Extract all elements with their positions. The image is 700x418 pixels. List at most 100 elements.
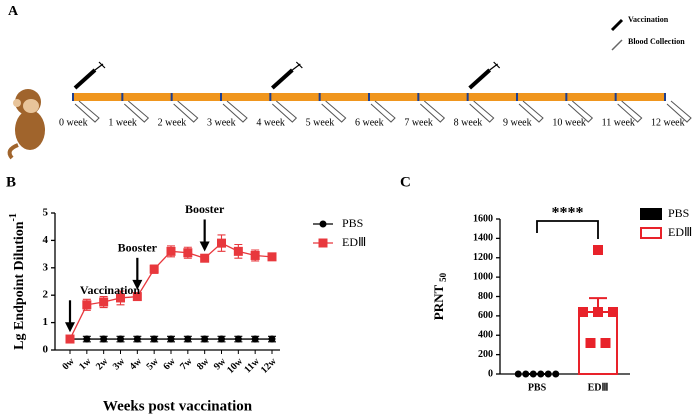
- blood-collection-icon: [222, 100, 248, 123]
- data-point: [117, 335, 124, 343]
- data-point: [593, 307, 603, 317]
- data-point: [133, 335, 141, 343]
- x-tick-label: 4w: [128, 355, 145, 372]
- data-point: [537, 370, 545, 378]
- blood-collection-icon: [469, 100, 495, 123]
- data-point: [250, 250, 260, 260]
- blood-collection-icon: [123, 100, 150, 123]
- data-point: [251, 335, 259, 343]
- x-tick-label: 6w: [161, 355, 178, 372]
- data-point: [233, 246, 243, 256]
- data-point: [150, 335, 158, 343]
- blood-collection-icon: [419, 100, 446, 123]
- y-axis-title-text: Lg Endpoint Dilution: [12, 221, 27, 350]
- x-tick-label: 11w: [242, 355, 262, 375]
- data-point: [529, 370, 537, 378]
- data-point: [116, 293, 125, 303]
- week-label: 8 week: [454, 117, 483, 128]
- week-label: 1 week: [108, 117, 137, 128]
- vaccination-icon: [468, 68, 492, 90]
- data-point: [65, 334, 75, 344]
- bar: [578, 311, 618, 375]
- data-point: [184, 335, 192, 343]
- x-tick-label: 0w: [60, 355, 77, 372]
- panel-c: C 0 200 400 600 800 1000 1200 1400 1600 PRNT 50 PBS P…: [400, 174, 692, 393]
- legend-label: EDⅢ: [668, 225, 692, 239]
- y-tick-label: 1000: [473, 271, 493, 282]
- week-label: 4 week: [256, 117, 285, 128]
- x-tick-label: PBS: [528, 382, 547, 393]
- x-tick-label: EDⅢ: [588, 382, 609, 393]
- panel-label: B: [6, 174, 16, 190]
- data-point: [268, 335, 276, 343]
- data-point: [183, 248, 193, 258]
- annotation-arrowhead: [199, 241, 210, 252]
- y-tick-label: 1400: [473, 233, 493, 244]
- data-point: [83, 335, 91, 343]
- legend-swatch: [640, 227, 662, 239]
- y-tick-label: 1600: [473, 213, 493, 224]
- data-point: [267, 252, 277, 262]
- y-tick-label: 5: [43, 207, 49, 219]
- y-axis-title-text: PRNT: [431, 284, 446, 320]
- week-label: 10 week: [552, 117, 586, 128]
- y-axis-title: PRNT 50: [431, 272, 448, 320]
- blood-collection-icon: [271, 100, 298, 123]
- vaccination-needle: [94, 61, 106, 71]
- data-point: [132, 292, 142, 302]
- week-label: 2 week: [158, 117, 187, 128]
- week-label: 12 week: [651, 117, 685, 128]
- data-point: [522, 370, 530, 378]
- y-tick-label: 2: [43, 289, 49, 301]
- blood-collection-icon: [518, 100, 544, 123]
- timeline: 0 week 1 week 2 week 3 week 4 week 5 week 6 we…: [59, 61, 692, 128]
- legend-marker: [318, 238, 328, 248]
- data-point: [200, 253, 210, 263]
- legend-label: PBS: [342, 216, 363, 230]
- blood-collection-icon: [173, 100, 199, 123]
- x-tick-label: 5w: [144, 355, 161, 372]
- x-axis-title: Weeks post vaccination: [103, 398, 253, 414]
- annotation: Booster: [118, 241, 158, 255]
- x-tick-label: 3w: [111, 355, 128, 372]
- data-point: [218, 335, 225, 343]
- data-point: [552, 370, 560, 378]
- blood-collection-icon: [567, 100, 594, 123]
- significance-bracket: [536, 220, 599, 239]
- legend-marker: [319, 220, 327, 228]
- y-tick-label: 400: [478, 330, 493, 341]
- monkey-icon: [7, 89, 45, 160]
- data-point: [600, 338, 611, 348]
- vaccination-icon: [73, 68, 97, 90]
- y-axis-title: Lg Endpoint Dilution-1: [8, 213, 27, 350]
- data-point: [149, 264, 159, 274]
- x-tick-label: 10w: [225, 355, 246, 376]
- panel-label: A: [8, 4, 19, 19]
- x-tick-label: 12w: [259, 355, 280, 376]
- week-label: 3 week: [207, 117, 236, 128]
- annotation: Vaccination: [80, 283, 141, 297]
- y-tick-label: 200: [478, 349, 493, 360]
- data-point: [514, 370, 522, 378]
- data-point: [100, 335, 108, 343]
- legend-label: PBS: [668, 206, 689, 220]
- annotation-arrowhead: [65, 322, 75, 333]
- data-point: [585, 338, 596, 348]
- week-label: 0 week: [59, 117, 88, 128]
- data-point: [166, 246, 176, 256]
- data-point: [217, 238, 226, 248]
- data-point: [99, 297, 109, 307]
- data-point: [578, 307, 588, 317]
- x-tick-label: 8w: [195, 355, 212, 372]
- annotation: Booster: [185, 202, 225, 216]
- data-point: [593, 245, 603, 255]
- legend-label: EDⅢ: [342, 235, 366, 249]
- data-point: [82, 300, 92, 310]
- vaccination-icon: [270, 68, 294, 90]
- legend-text: Blood Collection: [628, 37, 685, 46]
- data-point: [544, 370, 552, 378]
- significance: ****: [552, 205, 584, 222]
- legend-swatch: [640, 208, 662, 220]
- panel-label: C: [400, 174, 411, 190]
- x-tick-label: 2w: [94, 355, 111, 372]
